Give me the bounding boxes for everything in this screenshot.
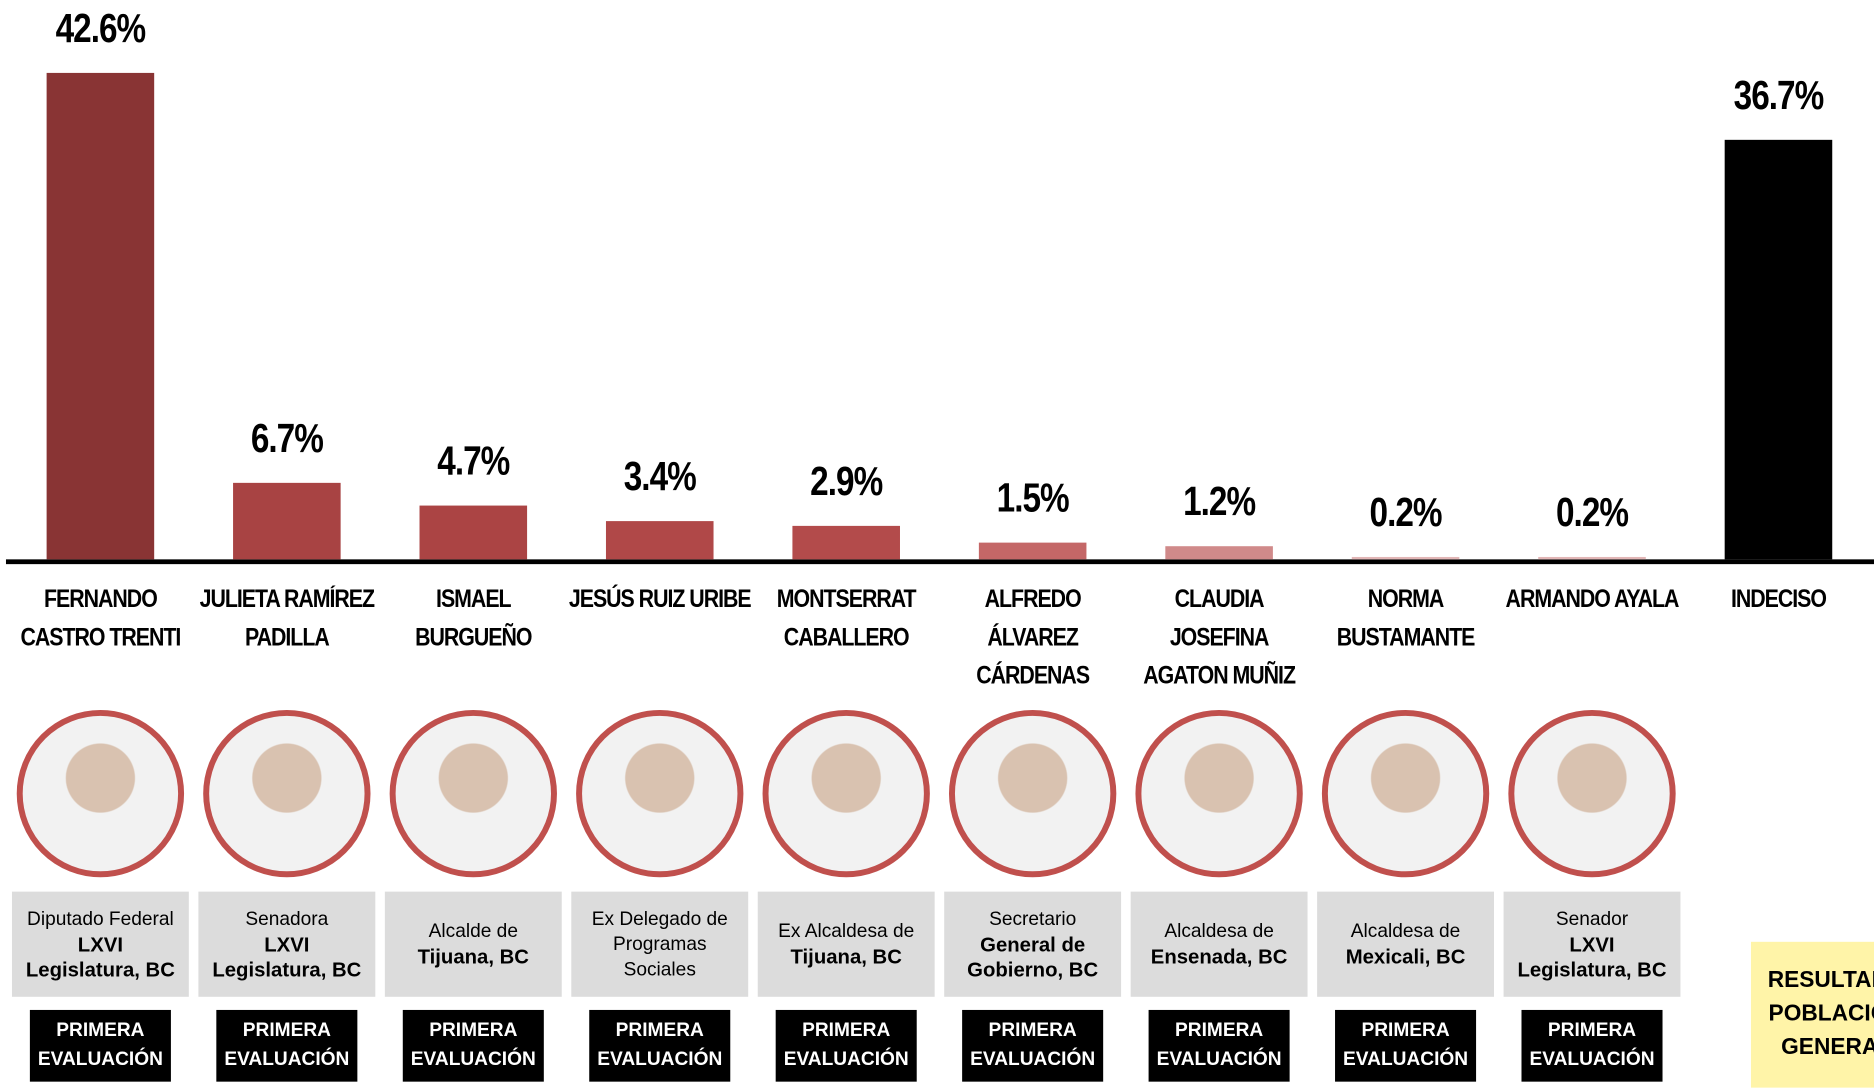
candidate-photo bbox=[1508, 710, 1675, 877]
role-bold: Ensenada, BC bbox=[1151, 944, 1288, 969]
role-bold: Mexicali, BC bbox=[1346, 944, 1466, 969]
category-label: JESÚS RUIZ URIBE bbox=[568, 581, 751, 619]
role: Senador bbox=[1556, 907, 1628, 932]
category-label: MONTSERRAT CABALLERO bbox=[755, 581, 938, 657]
bar bbox=[1725, 140, 1833, 559]
candidate-photo bbox=[390, 710, 557, 877]
value-label: 3.4% bbox=[581, 454, 738, 507]
bar bbox=[792, 526, 900, 559]
bar bbox=[1165, 546, 1273, 560]
badge: PRIMERA EVALUACIÓN bbox=[30, 1010, 171, 1082]
category-label: CLAUDIA JOSEFINA AGATON MUÑIZ bbox=[1128, 581, 1311, 696]
bar bbox=[606, 521, 714, 560]
role: Alcalde de bbox=[429, 919, 518, 944]
role: Diputado Federal bbox=[27, 907, 174, 932]
category-label: JULIETA RAMÍREZ PADILLA bbox=[195, 581, 378, 657]
role: Alcaldesa de bbox=[1164, 919, 1274, 944]
badge: PRIMERA EVALUACIÓN bbox=[776, 1010, 917, 1082]
category-label: FERNANDO CASTRO TRENTI bbox=[9, 581, 192, 657]
badge: PRIMERA EVALUACIÓN bbox=[1521, 1010, 1662, 1082]
badge: PRIMERA EVALUACIÓN bbox=[1335, 1010, 1476, 1082]
badge: PRIMERA EVALUACIÓN bbox=[1149, 1010, 1290, 1082]
candidate-photo bbox=[203, 710, 370, 877]
value-label: 1.5% bbox=[954, 475, 1111, 528]
chart: RESULTADO POBLACIÓN GENERAL 42.6% FERNAND… bbox=[0, 0, 1874, 1088]
value-label: 2.9% bbox=[768, 459, 925, 512]
role: Ex Alcaldesa de bbox=[778, 919, 914, 944]
bar bbox=[233, 483, 341, 559]
role-bold: LXVI Legislatura, BC bbox=[1513, 932, 1671, 982]
bar bbox=[979, 542, 1087, 559]
bar bbox=[1352, 557, 1460, 559]
candidate-photo bbox=[763, 710, 930, 877]
side-note: RESULTADO POBLACIÓN GENERAL bbox=[1751, 942, 1874, 1088]
role-bold: Tijuana, BC bbox=[418, 944, 529, 969]
bar bbox=[47, 73, 155, 559]
role-box: Ex Delegado de Programas Sociales bbox=[571, 892, 748, 997]
value-label: 4.7% bbox=[395, 439, 552, 492]
badge: PRIMERA EVALUACIÓN bbox=[962, 1010, 1103, 1082]
role: Secretario bbox=[989, 907, 1076, 932]
category-label: ISMAEL BURGUEÑO bbox=[382, 581, 565, 657]
badge: PRIMERA EVALUACIÓN bbox=[403, 1010, 544, 1082]
badge: PRIMERA EVALUACIÓN bbox=[589, 1010, 730, 1082]
role: Alcaldesa de bbox=[1351, 919, 1461, 944]
role-bold: General de Gobierno, BC bbox=[954, 932, 1112, 982]
value-label: 42.6% bbox=[22, 6, 179, 59]
candidate-photo bbox=[1135, 710, 1302, 877]
role: Ex Delegado de Programas Sociales bbox=[581, 907, 739, 982]
value-label: 0.2% bbox=[1327, 490, 1484, 543]
category-label: INDECISO bbox=[1687, 581, 1870, 619]
page: RESULTADO POBLACIÓN GENERAL 42.6% FERNAND… bbox=[0, 0, 1874, 1088]
category-label: ALFREDO ÁLVAREZ CÁRDENAS bbox=[941, 581, 1124, 696]
value-label: 6.7% bbox=[208, 416, 365, 469]
candidate-photo bbox=[1322, 710, 1489, 877]
role-bold: LXVI Legislatura, BC bbox=[208, 932, 366, 982]
value-label: 0.2% bbox=[1514, 490, 1671, 543]
bar bbox=[1538, 557, 1646, 559]
bar bbox=[420, 506, 528, 560]
badge: PRIMERA EVALUACIÓN bbox=[216, 1010, 357, 1082]
candidate-photo bbox=[17, 710, 184, 877]
value-label: 36.7% bbox=[1700, 73, 1857, 126]
category-label: ARMANDO AYALA bbox=[1501, 581, 1684, 619]
baseline bbox=[6, 559, 1874, 564]
role-bold: Tijuana, BC bbox=[790, 944, 901, 969]
role: Senadora bbox=[245, 907, 328, 932]
value-label: 1.2% bbox=[1141, 479, 1298, 532]
candidate-photo bbox=[576, 710, 743, 877]
category-label: NORMA BUSTAMANTE bbox=[1314, 581, 1497, 657]
role-bold: LXVI Legislatura, BC bbox=[22, 932, 180, 982]
candidate-photo bbox=[949, 710, 1116, 877]
